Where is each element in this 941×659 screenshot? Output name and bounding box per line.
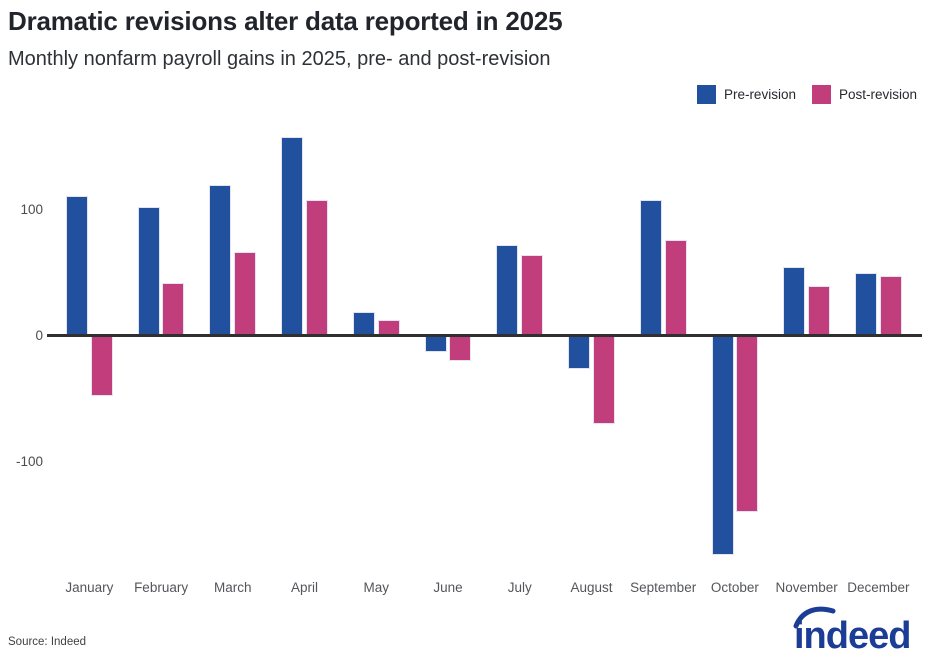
bar-post-revision-july <box>521 255 544 336</box>
bar-pre-revision-january <box>66 196 88 336</box>
x-axis-label-november: November <box>775 580 838 595</box>
bar-post-revision-september <box>664 240 687 336</box>
x-axis-label-october: October <box>710 580 759 595</box>
x-axis-label-march: March <box>214 580 252 595</box>
bar-pre-revision-september <box>639 199 662 336</box>
bar-pre-revision-april <box>281 136 304 336</box>
source-text: Source: Indeed <box>8 636 87 648</box>
y-axis-tick-0: 0 <box>35 328 43 343</box>
bar-post-revision-january <box>90 336 113 397</box>
legend-item-post-revision: Post-revision <box>811 85 917 104</box>
bar-post-revision-august <box>592 336 615 425</box>
bar-pre-revision-february <box>137 207 160 336</box>
indeed-arc-icon <box>793 606 836 629</box>
bar-post-revision-december <box>879 275 902 336</box>
bar-pre-revision-august <box>568 336 591 369</box>
x-axis-label-april: April <box>291 580 319 595</box>
bar-pre-revision-march <box>209 184 232 336</box>
bar-post-revision-october <box>736 336 759 513</box>
chart-header: Dramatic revisions alter data reported i… <box>8 6 563 71</box>
bar-post-revision-november <box>808 285 830 336</box>
x-axis-label-may: May <box>363 580 390 595</box>
x-axis-label-june: June <box>433 580 463 595</box>
indeed-logo-text: indeed <box>794 615 910 654</box>
pre-revision-color-swatch <box>696 85 716 104</box>
x-axis-label-september: September <box>630 580 697 595</box>
zero-axis-line <box>47 334 922 337</box>
x-axis-label-january: January <box>65 580 114 595</box>
legend: Pre-revision Post-revision <box>696 85 917 104</box>
x-axis-label-december: December <box>847 580 910 595</box>
bar-pre-revision-november <box>783 266 806 336</box>
post-revision-color-swatch <box>811 85 831 104</box>
post-revision-label: Post-revision <box>838 87 917 102</box>
bar-post-revision-march <box>234 251 257 336</box>
bar-pre-revision-october <box>711 336 734 556</box>
x-axis-label-february: February <box>134 580 189 595</box>
page-subtitle: Monthly nonfarm payroll gains in 2025, p… <box>8 48 551 70</box>
x-axis-label-july: July <box>507 580 532 595</box>
bar-pre-revision-july <box>496 245 519 336</box>
x-axis-label-august: August <box>570 580 613 595</box>
bar-post-revision-june <box>449 336 472 362</box>
page-title: Dramatic revisions alter data reported i… <box>8 6 563 36</box>
y-axis-tick--100: -100 <box>15 454 43 469</box>
bar-post-revision-february <box>162 283 185 336</box>
bar-post-revision-april <box>305 199 328 336</box>
bar-pre-revision-december <box>855 273 878 336</box>
indeed-logo-graphic: indeed <box>793 606 911 657</box>
y-axis-tick-100: 100 <box>20 202 43 217</box>
bar-pre-revision-may <box>352 312 375 336</box>
pre-revision-label: Pre-revision <box>723 87 796 102</box>
bar-pre-revision-june <box>424 336 447 353</box>
legend-item-pre-revision: Pre-revision <box>696 85 796 104</box>
indeed-logo: indeed <box>789 606 925 659</box>
